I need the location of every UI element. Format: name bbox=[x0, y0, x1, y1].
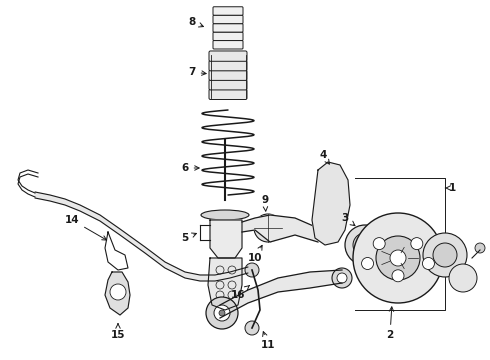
Text: 4: 4 bbox=[319, 150, 329, 164]
Text: 8: 8 bbox=[188, 17, 203, 27]
Circle shape bbox=[433, 243, 457, 267]
Text: 7: 7 bbox=[188, 67, 206, 77]
Circle shape bbox=[261, 221, 275, 235]
FancyBboxPatch shape bbox=[213, 32, 243, 41]
Circle shape bbox=[360, 240, 370, 250]
Polygon shape bbox=[242, 215, 318, 242]
Polygon shape bbox=[210, 220, 242, 258]
Circle shape bbox=[345, 225, 385, 265]
Ellipse shape bbox=[201, 210, 249, 220]
Circle shape bbox=[206, 297, 238, 329]
Circle shape bbox=[337, 273, 347, 283]
Circle shape bbox=[353, 233, 377, 257]
Circle shape bbox=[362, 257, 373, 270]
Text: 3: 3 bbox=[342, 213, 355, 226]
Circle shape bbox=[245, 263, 259, 277]
FancyBboxPatch shape bbox=[213, 15, 243, 24]
Polygon shape bbox=[208, 258, 242, 310]
Polygon shape bbox=[35, 192, 248, 281]
Polygon shape bbox=[105, 272, 130, 315]
FancyBboxPatch shape bbox=[213, 7, 243, 15]
Polygon shape bbox=[312, 162, 350, 245]
Circle shape bbox=[332, 268, 352, 288]
Text: 15: 15 bbox=[111, 324, 125, 340]
FancyBboxPatch shape bbox=[209, 80, 247, 90]
FancyBboxPatch shape bbox=[209, 51, 247, 61]
Circle shape bbox=[219, 310, 225, 316]
Text: 16: 16 bbox=[231, 285, 249, 300]
FancyBboxPatch shape bbox=[213, 24, 243, 32]
Circle shape bbox=[254, 214, 282, 242]
Circle shape bbox=[423, 233, 467, 277]
Text: 6: 6 bbox=[181, 163, 199, 173]
Circle shape bbox=[376, 236, 420, 280]
Circle shape bbox=[245, 321, 259, 335]
Circle shape bbox=[411, 238, 423, 249]
Polygon shape bbox=[220, 270, 342, 318]
FancyBboxPatch shape bbox=[213, 41, 243, 49]
Circle shape bbox=[322, 192, 338, 208]
FancyBboxPatch shape bbox=[209, 89, 247, 99]
FancyBboxPatch shape bbox=[209, 60, 247, 71]
Circle shape bbox=[475, 243, 485, 253]
Circle shape bbox=[373, 238, 385, 249]
Circle shape bbox=[353, 213, 443, 303]
Text: 14: 14 bbox=[65, 215, 107, 240]
Circle shape bbox=[214, 305, 230, 321]
Circle shape bbox=[110, 284, 126, 300]
Text: 11: 11 bbox=[261, 332, 275, 350]
FancyBboxPatch shape bbox=[209, 70, 247, 80]
Circle shape bbox=[449, 264, 477, 292]
Text: 9: 9 bbox=[262, 195, 269, 211]
Circle shape bbox=[392, 270, 404, 282]
Text: 1: 1 bbox=[445, 183, 456, 193]
Circle shape bbox=[390, 250, 406, 266]
Circle shape bbox=[422, 257, 435, 270]
Text: 2: 2 bbox=[387, 307, 393, 340]
Text: 5: 5 bbox=[181, 233, 196, 243]
Text: 10: 10 bbox=[248, 246, 262, 263]
